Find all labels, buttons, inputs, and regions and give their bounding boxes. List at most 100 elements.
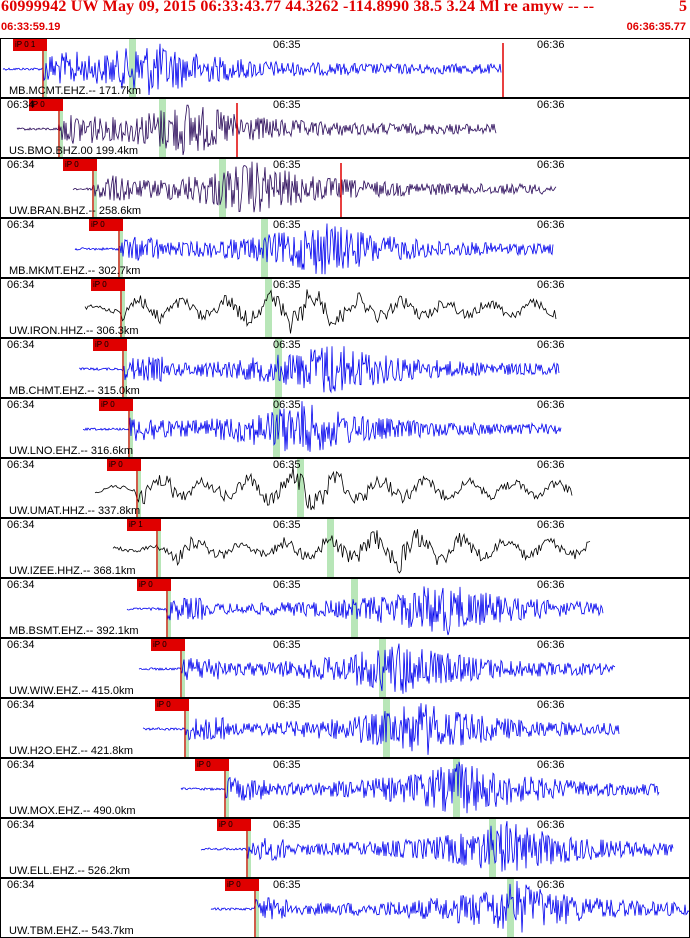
trace-panel[interactable]: iP 0 06:34 06:35 06:36 MB.MKMT.EHZ.-- 302.7k…: [0, 218, 690, 278]
waveform-plot: [78, 339, 560, 397]
trace-panel[interactable]: iP 0 06:34 06:35 06:36 MB.CHMT.EHZ.-- 315.0k…: [0, 338, 690, 398]
time-tick-label: 06:35: [273, 759, 301, 771]
trace-panel[interactable]: iP 0 06:34 06:35 06:36 UW.UMAT.HHZ.-- 337.8k…: [0, 458, 690, 518]
time-tick-label: 06:34: [7, 99, 35, 111]
trace-panel[interactable]: iP 0 06:34 06:35 06:36 UW.ELL.EHZ.-- 526.2km: [0, 818, 690, 878]
time-tick-label: 06:36: [537, 459, 565, 471]
trace-panel[interactable]: iP 0 1 06:35 06:36 MB.MCMT.EHZ.-- 171.7km: [0, 38, 690, 98]
time-tick-label: 06:34: [7, 759, 35, 771]
trace-panel[interactable]: iP 0 06:34 06:35 06:36 UW.LNO.EHZ.-- 316.6km: [0, 398, 690, 458]
trace-panel[interactable]: iP 0 06:34 06:35 06:36 UW.TBM.EHZ.-- 543.7km: [0, 878, 690, 938]
time-tick-label: 06:34: [7, 219, 35, 231]
waveform-plot: [84, 279, 557, 337]
time-tick-label: 06:35: [273, 279, 301, 291]
channel-label: MB.MCMT.EHZ.-- 171.7km: [9, 85, 142, 97]
pick-tag[interactable]: iP 0: [63, 159, 97, 171]
pick-window: [120, 279, 125, 337]
time-tick-label: 06:34: [7, 459, 35, 471]
waveform-plot: [2, 39, 504, 97]
pick-tag[interactable]: iP 0: [155, 699, 189, 711]
phase-window: [273, 399, 280, 457]
pick-tag[interactable]: iP 0: [93, 339, 127, 351]
time-tick-label: 06:36: [537, 759, 565, 771]
pick-tag[interactable]: iP 1: [127, 519, 161, 531]
trace-panel[interactable]: iP 0 06:34 06:35 06:36 UW.H2O.EHZ.-- 421.8km: [0, 698, 690, 758]
trace-panel[interactable]: iP 0 06:34 06:35 06:36 UW.IRON.HHZ.-- 306.3k…: [0, 278, 690, 338]
waveform-plot: [210, 879, 689, 937]
phase-window: [265, 279, 272, 337]
time-tick-label: 06:34: [7, 699, 35, 711]
pick-tag[interactable]: iP 0: [195, 759, 229, 771]
time-tick-label: 06:35: [273, 339, 301, 351]
pick-tag[interactable]: iP 0: [91, 279, 125, 291]
channel-label: UW.MOX.EHZ.-- 490.0km: [9, 805, 136, 817]
time-tick-label: 06:34: [7, 819, 35, 831]
pick-window: [184, 699, 189, 757]
phase-window: [507, 879, 514, 937]
waveform-plot: [82, 399, 562, 457]
time-tick-label: 06:35: [273, 819, 301, 831]
pick-tag[interactable]: iP 0: [89, 219, 123, 231]
trace-panel[interactable]: iP 1 06:34 06:35 06:36 UW.IZEE.HHZ.-- 368.1k…: [0, 518, 690, 578]
pick-window: [254, 879, 259, 937]
time-tick-label: 06:34: [7, 279, 35, 291]
time-tick-label: 06:35: [273, 159, 301, 171]
time-tick-label: 06:36: [537, 639, 565, 651]
trace-panel[interactable]: iP 0 06:34 06:35 06:36 MB.BSMT.EHZ.-- 392.1k…: [0, 578, 690, 638]
event-header: 60999942 UW May 09, 2015 06:33:43.77 44.…: [0, 0, 690, 38]
time-tick-label: 06:34: [7, 639, 35, 651]
event-title: 60999942 UW May 09, 2015 06:33:43.77 44.…: [1, 0, 595, 15]
time-tick-label: 06:34: [7, 339, 35, 351]
time-tick-label: 06:34: [7, 579, 35, 591]
pick-tag[interactable]: iP 0: [107, 459, 141, 471]
pick-tag[interactable]: iP 0: [151, 639, 185, 651]
waveform-plot: [200, 819, 674, 877]
waveform-trace: [126, 586, 604, 636]
time-tick-label: 06:35: [273, 99, 301, 111]
channel-label: UW.UMAT.HHZ.-- 337.8km: [9, 505, 141, 517]
pick-tag[interactable]: iP 0: [225, 879, 259, 891]
time-tick-label: 06:35: [273, 639, 301, 651]
channel-label: UW.WIW.EHZ.-- 415.0km: [9, 685, 134, 697]
time-tick-label: 06:36: [537, 819, 565, 831]
time-tick-label: 06:35: [273, 699, 301, 711]
waveform-trace: [138, 643, 616, 694]
time-tick-label: 06:35: [273, 219, 301, 231]
pick-tag[interactable]: iP 0 1: [13, 39, 47, 51]
channel-label: MB.CHMT.EHZ.-- 315.0km: [9, 385, 140, 397]
phase-window: [327, 519, 334, 577]
waveform-trace: [142, 703, 620, 755]
pick-tag[interactable]: iP 0: [137, 579, 171, 591]
trace-panel[interactable]: iP 0 06:34 06:35 06:36 US.BMO.BHZ.00 199.4km: [0, 98, 690, 158]
waveform-trace: [16, 104, 497, 156]
time-tick-label: 06:36: [537, 279, 565, 291]
time-tick-label: 06:36: [537, 219, 565, 231]
pick-tag[interactable]: iP 0: [29, 99, 63, 111]
start-time: 06:33:59.19: [1, 21, 61, 33]
time-tick-label: 06:36: [537, 519, 565, 531]
pick-tag[interactable]: iP 0: [217, 819, 251, 831]
event-count: 5: [679, 0, 687, 15]
channel-label: UW.IZEE.HHZ.-- 368.1km: [9, 565, 136, 577]
pick-tag[interactable]: iP 0: [99, 399, 133, 411]
waveform-trace: [84, 289, 557, 334]
time-tick-label: 06:34: [7, 879, 35, 891]
time-tick-label: 06:36: [537, 579, 565, 591]
time-tick-label: 06:35: [273, 579, 301, 591]
channel-label: UW.LNO.EHZ.-- 316.6km: [9, 445, 134, 457]
channel-label: MB.MKMT.EHZ.-- 302.7km: [9, 265, 141, 277]
waveform-trace: [78, 346, 560, 394]
time-tick-label: 06:34: [7, 159, 35, 171]
pick-window: [42, 39, 47, 97]
time-tick-label: 06:36: [537, 159, 565, 171]
phase-window: [351, 579, 358, 637]
waveform-plot: [126, 579, 604, 637]
time-tick-label: 06:35: [273, 519, 301, 531]
trace-panel[interactable]: iP 0 06:34 06:35 06:36 UW.WIW.EHZ.-- 415.0km: [0, 638, 690, 698]
trace-panel[interactable]: iP 0 06:34 06:35 06:36 UW.MOX.EHZ.-- 490.0km: [0, 758, 690, 818]
trace-panel[interactable]: iP 0 06:34 06:35 06:36 UW.BRAN.BHZ.-- 258.6k…: [0, 158, 690, 218]
pick-window: [166, 579, 171, 637]
waveform-plot: [142, 699, 620, 757]
time-tick-label: 06:35: [273, 39, 301, 51]
waveform-trace: [82, 401, 562, 452]
